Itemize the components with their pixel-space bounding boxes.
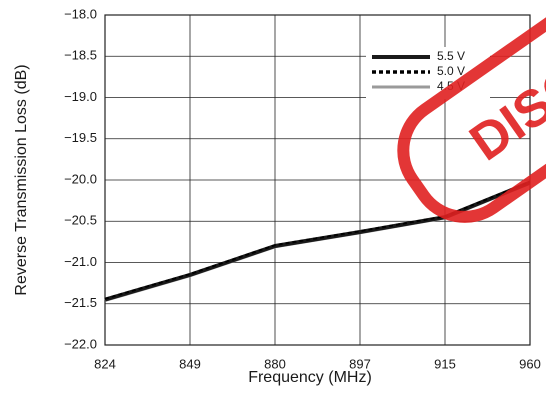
x-tick-label: 960: [519, 356, 541, 371]
y-tick-label: −19.5: [64, 130, 97, 145]
y-tick-label: −22.0: [64, 336, 97, 351]
y-tick-label: −21.0: [64, 254, 97, 269]
x-tick-label: 915: [434, 356, 456, 371]
y-tick-label: −20.0: [64, 171, 97, 186]
x-tick-label: 897: [349, 356, 371, 371]
x-axis-label: Frequency (MHz): [248, 369, 372, 386]
y-tick-label: −20.5: [64, 213, 97, 228]
watermark: DISC: [397, 2, 546, 223]
y-tick-label: −18.0: [64, 6, 97, 21]
y-tick-label: −19.0: [64, 89, 97, 104]
watermark-border: [397, 2, 546, 223]
x-tick-label: 849: [179, 356, 201, 371]
y-tick-label: −18.5: [64, 48, 97, 63]
y-axis-label: Reverse Transmission Loss (dB): [13, 64, 30, 295]
legend-label: 5.0 V: [437, 64, 465, 78]
y-tick-label: −21.5: [64, 295, 97, 310]
x-tick-label: 824: [94, 356, 116, 371]
x-tick-label: 880: [264, 356, 286, 371]
legend-label: 5.5 V: [437, 49, 465, 63]
